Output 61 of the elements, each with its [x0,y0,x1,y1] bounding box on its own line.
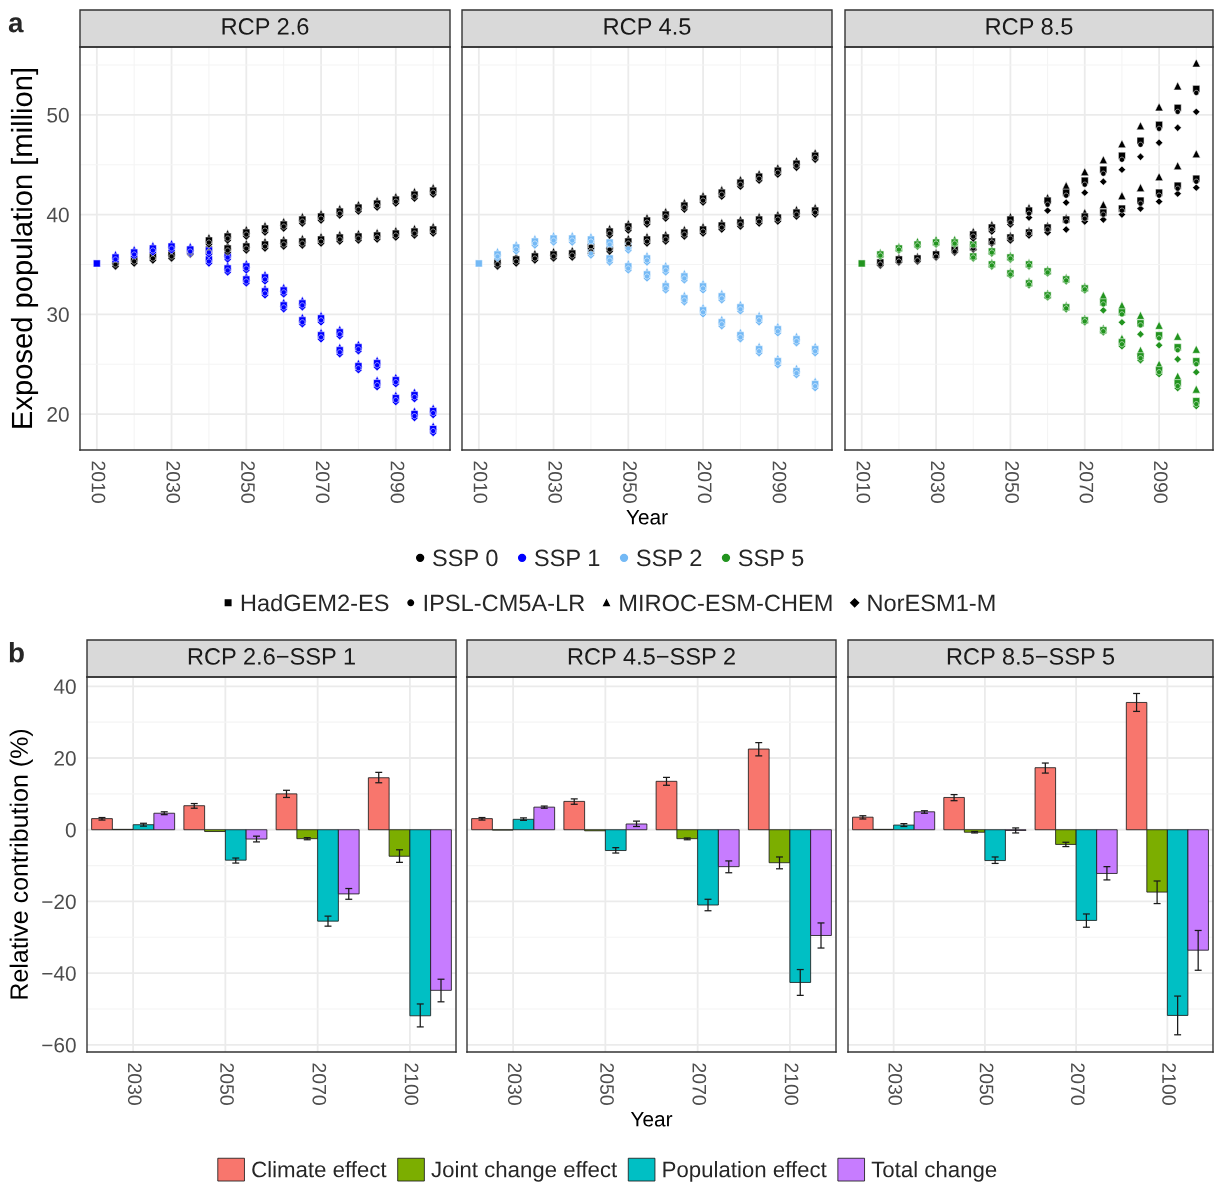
y-axis-title: Exposed population [million] [10,68,39,428]
legend-label: Joint change effect [431,1161,618,1182]
text: b [9,642,24,663]
x-tick-label: 2050 [623,461,637,503]
legend-label: MIROC-ESM-CHEM [620,594,832,612]
legend-label: SSP 2 [636,549,702,567]
x-tick-label: 2030 [507,1063,522,1105]
x-tick-label: 2050 [220,1063,234,1105]
chart-title: RCP 2.6−SSP 1 [188,648,355,665]
y-tick-label: 40 [53,679,76,695]
chart-title: RCP 4.5−SSP 2 [568,648,735,665]
chart-title: RCP 4.5 [604,18,691,35]
x-tick-label: 2030 [930,461,945,503]
y-tick-label: −40 [42,966,76,981]
x-tick-label: 2090 [1153,461,1168,503]
x-tick-label: 2010 [473,461,488,503]
y-axis-title: Relative contribution (%) [9,729,33,999]
y-tick-label: −20 [42,894,76,910]
y-tick-label: 0 [65,822,76,838]
x-tick-label: 2070 [692,1063,707,1105]
legend-label: IPSL-CM5A-LR [424,594,585,612]
x-tick-label: 2050 [979,1063,994,1105]
x-tick-label: 2050 [241,461,255,503]
x-tick-label: 2030 [548,461,563,503]
x-axis-title: Year [626,509,668,525]
x-tick-label: 2010 [856,461,871,503]
x-tick-label: 2090 [772,461,787,503]
x-tick-label: 2100 [784,1063,799,1105]
x-tick-label: 2100 [404,1063,419,1105]
x-tick-label: 2050 [600,1063,614,1105]
legend-label: HadGEM2-ES [241,593,389,612]
x-tick-label: 2030 [127,1063,142,1105]
x-tick-label: 2050 [1005,461,1019,503]
legend-label: Climate effect [252,1161,387,1178]
y-tick-label: 40 [46,207,69,223]
x-tick-label: 2070 [1070,1063,1085,1105]
chart-title: RCP 8.5 [986,18,1073,35]
x-tick-label: 2070 [312,1063,327,1105]
chart-title: RCP 2.6 [222,18,309,35]
y-tick-label: 50 [47,107,69,123]
y-tick-label: 30 [47,307,69,323]
x-tick-label: 2090 [390,461,405,503]
chart-title: RCP 8.5−SSP 5 [947,648,1115,665]
legend-label: NorESM1-M [868,594,995,612]
x-tick-label: 2070 [697,461,712,503]
x-tick-label: 2010 [91,461,106,503]
legend-label: Population effect [663,1161,827,1182]
y-tick-label: 20 [47,407,69,422]
x-tick-label: 2070 [1079,461,1094,503]
x-tick-label: 2070 [315,461,330,503]
y-tick-label: 20 [54,751,76,766]
y-tick-label: −60 [42,1037,76,1053]
x-tick-label: 2100 [1162,1063,1176,1105]
x-axis-title: Year [630,1111,673,1127]
legend-label: SSP 1 [534,549,600,567]
x-tick-label: 2030 [166,461,181,503]
legend-label: Total change [871,1161,997,1182]
legend-label: SSP 0 [433,549,498,567]
text: a [8,17,24,33]
legend-label: SSP 5 [738,549,804,567]
x-tick-label: 2030 [888,1063,903,1105]
